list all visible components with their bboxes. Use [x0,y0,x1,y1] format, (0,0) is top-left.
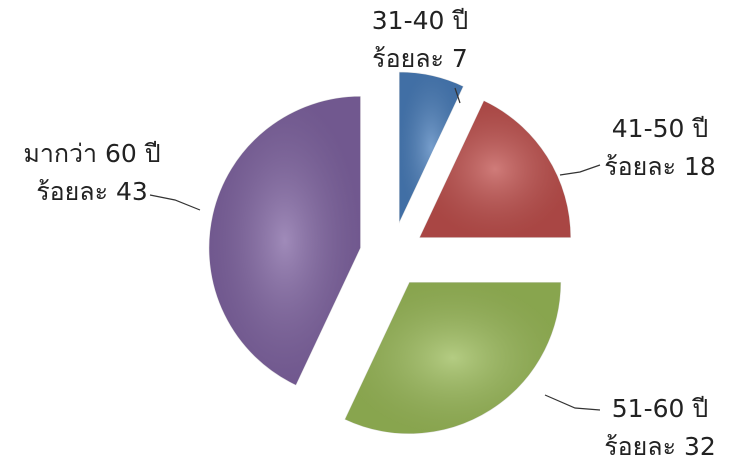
value-label: ร้อยละ 32 [604,432,716,458]
slice-shade [208,96,361,386]
slice-shade [344,282,562,435]
slice-label: 51-60 ปี [612,394,708,423]
leader-line [149,194,201,211]
slice-label: 31-40 ปี [372,6,468,35]
value-label: ร้อยละ 7 [372,44,468,73]
slice-shade [419,100,572,238]
slice-label: 41-50 ปี [612,114,708,143]
leader-line [454,87,461,104]
slice-label: มากว่า 60 ปี [23,139,160,168]
leader-line [559,164,601,176]
leader-line [544,394,601,411]
slice-shade [398,71,464,224]
value-label: ร้อยละ 43 [36,177,148,206]
value-label: ร้อยละ 18 [604,152,716,181]
